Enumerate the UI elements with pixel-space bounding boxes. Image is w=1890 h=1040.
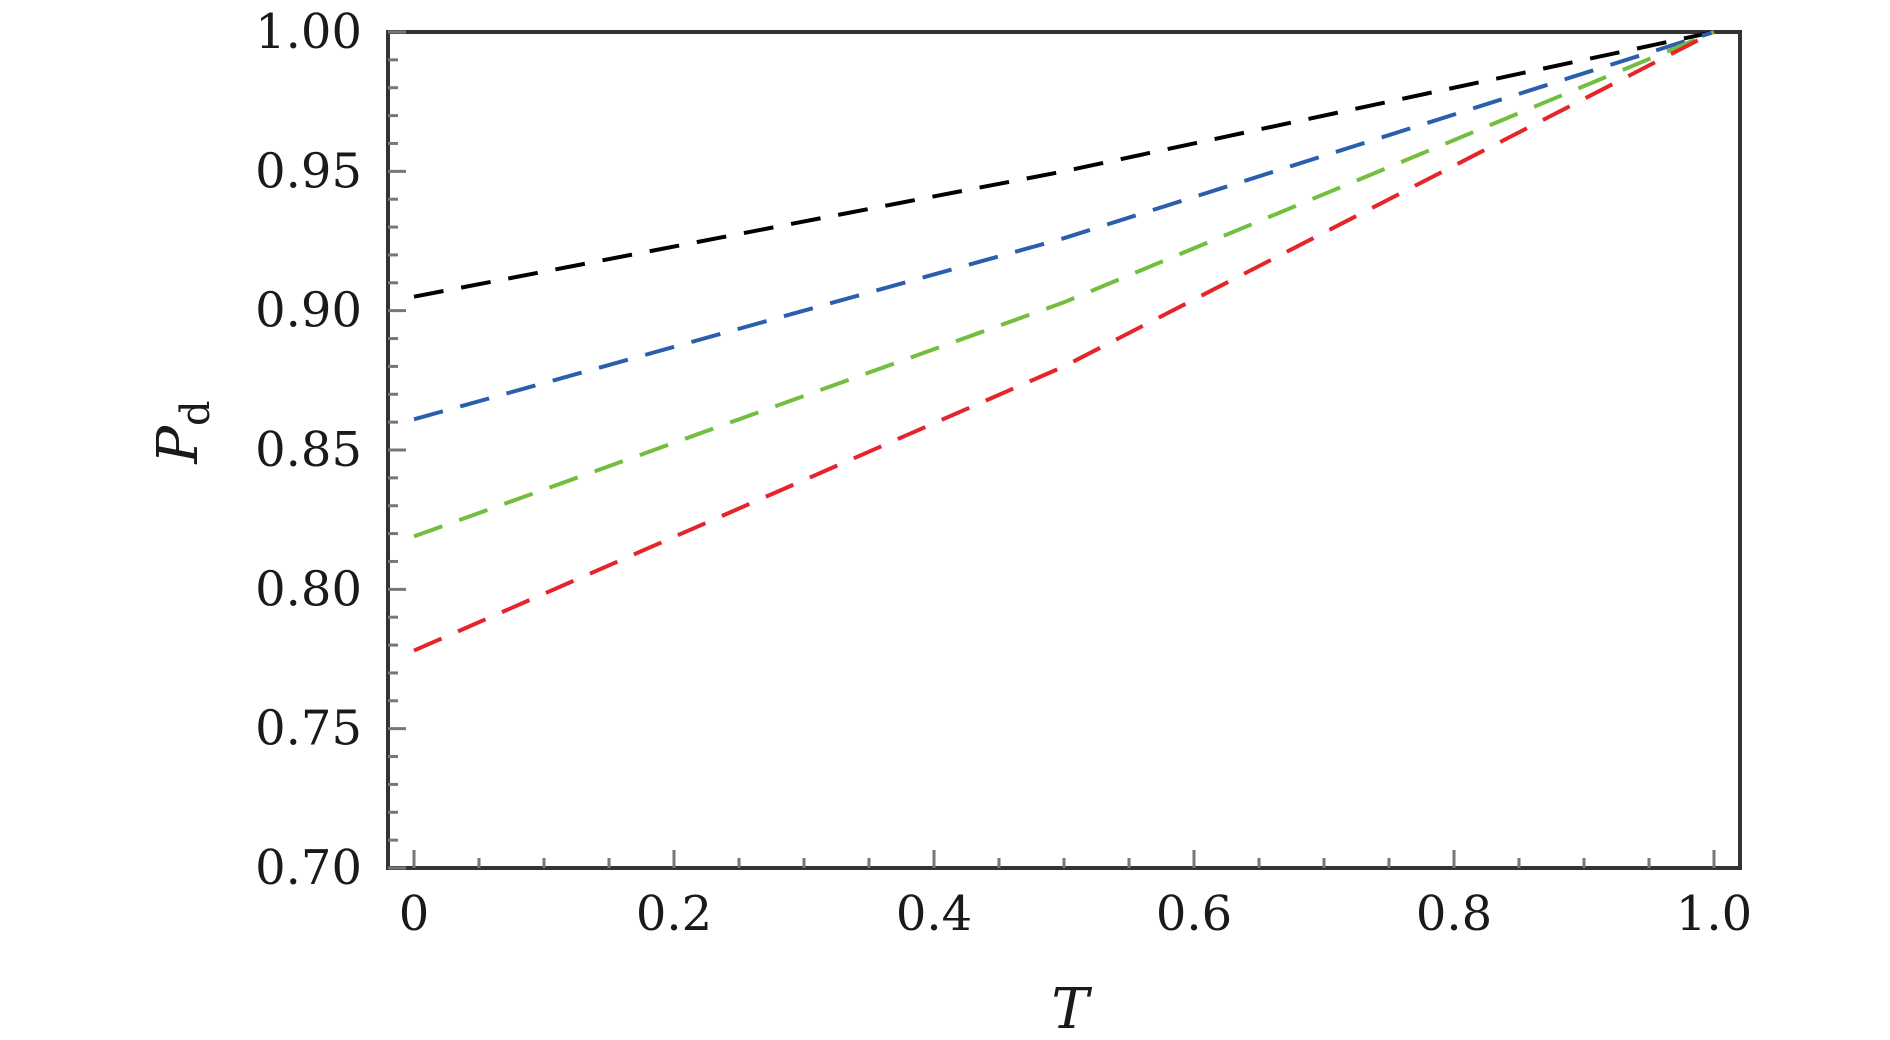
series-group — [413, 30, 1715, 653]
x-tick-label: 1.0 — [1676, 886, 1752, 942]
y-tick-label: 1.00 — [255, 4, 362, 60]
series-line-2 — [413, 30, 1715, 422]
y-tick-label: 0.85 — [255, 422, 362, 478]
plot-frame — [386, 30, 1742, 870]
y-tick-label: 0.80 — [255, 561, 362, 617]
tick-labels: 0 0.2 0.4 0.6 0.8 1.0 0.70 0.75 0.80 0.85 0.90 0.95… — [255, 4, 1752, 942]
series-line-1 — [413, 30, 1715, 299]
plot-area — [386, 30, 1742, 870]
x-tick-label: 0.6 — [1156, 886, 1232, 942]
series-line-4 — [413, 30, 1715, 653]
y-tick-label: 0.75 — [255, 701, 362, 757]
y-tick-label: 0.70 — [255, 840, 362, 896]
y-axis-title-sub: d — [173, 400, 219, 426]
y-tick-label: 0.90 — [255, 283, 362, 339]
y-axis-title-main: P — [146, 425, 211, 465]
x-tick-label: 0.4 — [896, 886, 972, 942]
y-axis-title: Pd — [146, 400, 219, 464]
ticks — [388, 30, 1716, 870]
x-axis-title: T — [1051, 977, 1092, 1040]
svg-text:Pd: Pd — [146, 400, 219, 464]
series-line-3 — [413, 30, 1715, 539]
x-tick-label: 0 — [399, 886, 430, 942]
y-tick-label: 0.95 — [255, 143, 362, 199]
x-tick-label: 0.8 — [1416, 886, 1492, 942]
x-tick-label: 0.2 — [636, 886, 712, 942]
